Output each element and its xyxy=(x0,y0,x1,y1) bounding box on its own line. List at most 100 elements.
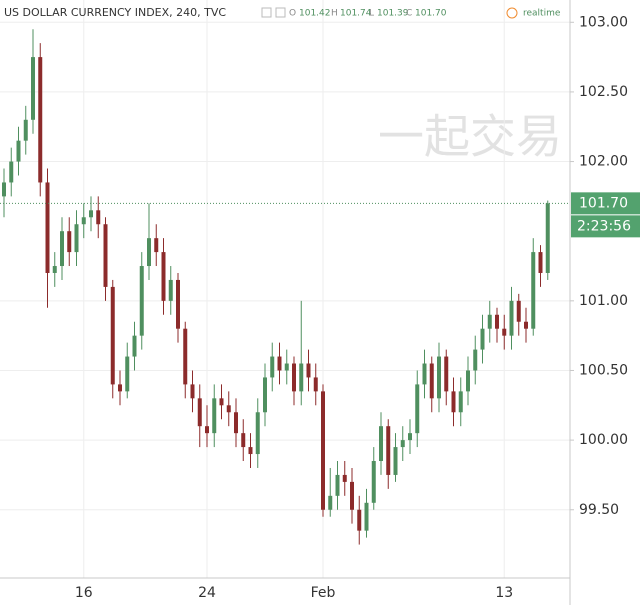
candle-body xyxy=(466,370,470,392)
candle-body xyxy=(96,210,101,225)
y-tick-label: 102.00 xyxy=(579,154,628,170)
last-price-label: 101.70 xyxy=(579,195,628,211)
candle-body xyxy=(531,252,536,329)
candle-body xyxy=(480,328,485,350)
candle-body xyxy=(306,363,311,378)
candle-body xyxy=(2,182,6,197)
candle-body xyxy=(386,426,391,475)
candle-body xyxy=(205,426,209,434)
candle-body xyxy=(408,433,412,441)
candle-body xyxy=(545,203,550,273)
x-tick-label: 24 xyxy=(198,585,216,601)
candle-body xyxy=(103,224,108,287)
candle-body xyxy=(509,300,514,336)
candle-body xyxy=(118,384,122,392)
watermark: 一起交易 xyxy=(378,110,562,164)
candle-body xyxy=(524,321,528,329)
candle-body xyxy=(139,266,144,336)
candle-body xyxy=(429,363,434,399)
candle-body xyxy=(125,356,130,392)
candle-body xyxy=(284,363,289,371)
ohlc-key: C xyxy=(406,9,412,19)
candle-body xyxy=(335,474,340,496)
candle-body xyxy=(45,182,50,273)
ohlc-key: O xyxy=(289,9,296,19)
x-tick-label: 16 xyxy=(75,585,93,601)
candle-body xyxy=(16,140,21,162)
y-tick-label: 101.00 xyxy=(579,293,628,309)
candle-body xyxy=(67,231,72,253)
candle-body xyxy=(23,119,28,141)
status: realtime xyxy=(523,9,561,19)
candle-body xyxy=(321,391,325,510)
status-icon xyxy=(506,7,518,19)
candle-body xyxy=(502,328,507,336)
candle-body xyxy=(379,426,383,462)
candle-body xyxy=(444,356,449,392)
candle-body xyxy=(212,398,217,434)
candle-body xyxy=(38,57,43,183)
candle-body xyxy=(451,391,456,413)
candle-body xyxy=(400,440,405,448)
candle-body xyxy=(197,398,202,427)
candle-body xyxy=(437,356,441,399)
candle-body xyxy=(350,481,354,510)
candle-body xyxy=(219,398,224,406)
chart-title: US DOLLAR CURRENCY INDEX, 240, TVC xyxy=(4,6,226,19)
candle-body xyxy=(31,57,35,120)
y-tick-label: 100.00 xyxy=(579,432,628,448)
ohlc-value: 101.70 xyxy=(415,9,447,19)
candle-body xyxy=(393,447,398,475)
candle-body xyxy=(81,217,86,225)
ohlc-value: 101.42 xyxy=(299,9,331,19)
candle-body xyxy=(487,314,492,329)
candle-body xyxy=(313,377,318,392)
icon xyxy=(261,7,272,18)
ohlc-key: H xyxy=(331,9,338,19)
candle-body xyxy=(183,328,188,385)
candle-body xyxy=(255,412,260,455)
candle-body xyxy=(226,405,231,413)
candle-body xyxy=(74,224,79,253)
candle-body xyxy=(168,279,173,301)
candle-body xyxy=(60,231,64,267)
x-tick-label: 13 xyxy=(495,585,513,601)
candle-body xyxy=(371,461,376,503)
candle-body xyxy=(415,384,420,434)
candle-body xyxy=(52,266,57,273)
x-tick-label: Feb xyxy=(311,585,336,601)
candle-body xyxy=(161,252,166,301)
countdown-box xyxy=(571,215,640,238)
last-price-box xyxy=(571,192,640,215)
candle-body xyxy=(241,433,246,448)
candle-body xyxy=(277,356,282,371)
ohlc-value: 101.74 xyxy=(340,9,372,19)
candle-body xyxy=(270,356,275,378)
candle-body xyxy=(299,363,304,392)
candle-body xyxy=(147,238,151,267)
candle-body xyxy=(364,502,369,531)
candle-body xyxy=(495,314,499,329)
candle-body xyxy=(176,279,180,329)
candle-body xyxy=(248,447,253,455)
candle-body xyxy=(9,161,14,183)
header: US DOLLAR CURRENCY INDEX, 240, TVC O 101… xyxy=(4,6,561,19)
candle-body xyxy=(422,363,427,385)
candle-body xyxy=(458,391,463,413)
candles xyxy=(2,29,550,545)
candle-body xyxy=(132,335,137,357)
y-tick-label: 99.50 xyxy=(579,502,619,518)
candle-body xyxy=(292,363,296,392)
icon xyxy=(275,7,286,18)
candle-body xyxy=(342,474,347,482)
candle-body xyxy=(328,495,333,510)
candle-body xyxy=(190,384,195,399)
y-tick-label: 102.50 xyxy=(579,84,628,100)
candle-body xyxy=(473,349,478,371)
candle-body xyxy=(154,238,159,253)
candle-body xyxy=(110,286,115,385)
candle-body xyxy=(357,509,362,531)
